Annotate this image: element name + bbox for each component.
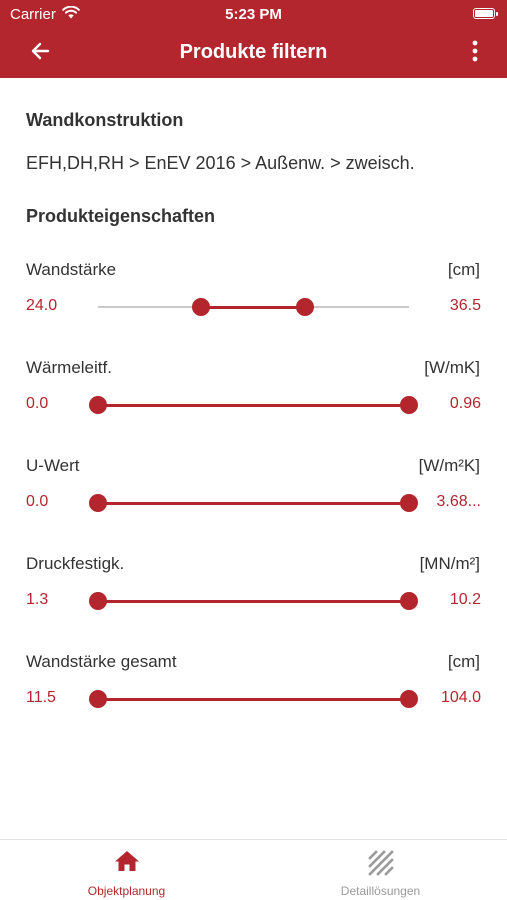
back-button[interactable] <box>24 37 56 69</box>
slider-min-thumb[interactable] <box>89 396 107 414</box>
slider-max-thumb[interactable] <box>400 396 418 414</box>
filter-label: U-Wert <box>26 456 80 475</box>
filter-unit: [cm] <box>447 260 480 279</box>
tab-label-detailloesungen: Detaillösungen <box>340 884 421 898</box>
filter-row: Wandstärke gesamt [cm] 11.5 104.0 <box>0 652 507 722</box>
range-slider[interactable] <box>89 592 418 610</box>
filter-label: Wandstärke <box>26 260 117 279</box>
slider-selected-range <box>98 501 409 505</box>
slider-selected-range <box>200 305 305 309</box>
filter-unit: [W/m²K] <box>418 456 480 475</box>
hatch-pattern-icon <box>254 850 507 876</box>
range-min-value: 1.3 <box>26 591 49 608</box>
tabbar-divider <box>0 839 507 840</box>
range-max-value: 10.2 <box>449 591 481 608</box>
filter-label: Wärmeleitf. <box>26 358 112 377</box>
range-max-value: 0.96 <box>449 395 481 412</box>
slider-selected-range <box>98 599 409 603</box>
wifi-icon <box>62 5 80 23</box>
filter-label: Druckfestigk. <box>26 554 125 573</box>
more-vertical-icon <box>472 40 478 67</box>
arrow-left-icon <box>30 41 50 66</box>
range-slider[interactable] <box>89 690 418 708</box>
slider-max-thumb[interactable] <box>400 494 418 512</box>
range-min-value: 0.0 <box>26 493 49 510</box>
filter-unit: [cm] <box>447 652 480 671</box>
filter-row: Wandstärke [cm] 24.0 36.5 <box>0 260 507 330</box>
range-min-value: 0.0 <box>26 395 49 412</box>
slider-min-thumb[interactable] <box>191 298 210 316</box>
status-bar: Carrier 5:23 PM <box>0 0 507 28</box>
range-slider[interactable] <box>89 396 418 414</box>
battery-icon <box>473 8 498 19</box>
filter-row: Druckfestigk. [MN/m²] 1.3 10.2 <box>0 554 507 624</box>
app-header: Carrier 5:23 PM Produkte filtern <box>0 0 507 78</box>
range-slider[interactable] <box>98 298 409 316</box>
carrier-info: Carrier <box>10 5 80 23</box>
slider-max-thumb[interactable] <box>400 690 418 708</box>
slider-max-thumb[interactable] <box>400 592 418 610</box>
slider-min-thumb[interactable] <box>89 494 107 512</box>
home-icon <box>0 850 253 872</box>
tab-label-objektplanung: Objektplanung <box>87 884 166 898</box>
filter-unit: [W/mK] <box>424 358 480 377</box>
range-min-value: 24.0 <box>26 297 58 314</box>
range-min-value: 11.5 <box>26 689 56 706</box>
nav-bar: Produkte filtern <box>0 28 507 78</box>
tab-objektplanung[interactable]: Objektplanung <box>0 840 253 900</box>
wall-construction-heading: Wandkonstruktion <box>26 110 184 130</box>
range-max-value: 36.5 <box>449 297 481 314</box>
status-time: 5:23 PM <box>225 6 282 23</box>
page-title: Produkte filtern <box>179 41 328 63</box>
range-slider[interactable] <box>89 494 418 512</box>
properties-heading: Produkteigenschaften <box>26 206 216 226</box>
tab-detailloesungen[interactable]: Detaillösungen <box>254 840 507 900</box>
slider-min-thumb[interactable] <box>89 592 107 610</box>
wall-construction-path: EFH,DH,RH > EnEV 2016 > Außenw. > zweisc… <box>26 153 415 173</box>
filter-label: Wandstärke gesamt <box>26 652 177 671</box>
more-options-button[interactable] <box>463 37 487 69</box>
filter-row: Wärmeleitf. [W/mK] 0.0 0.96 <box>0 358 507 428</box>
tab-bar: Objektplanung Detaillösungen <box>0 840 507 900</box>
filter-row: U-Wert [W/m²K] 0.0 3.68... <box>0 456 507 526</box>
slider-max-thumb[interactable] <box>295 298 314 316</box>
slider-selected-range <box>98 403 409 407</box>
slider-selected-range <box>98 697 409 701</box>
slider-min-thumb[interactable] <box>89 690 107 708</box>
filter-unit: [MN/m²] <box>419 554 480 573</box>
carrier-label: Carrier <box>10 6 56 23</box>
range-max-value: 3.68... <box>436 493 481 510</box>
range-max-value: 104.0 <box>440 689 481 706</box>
